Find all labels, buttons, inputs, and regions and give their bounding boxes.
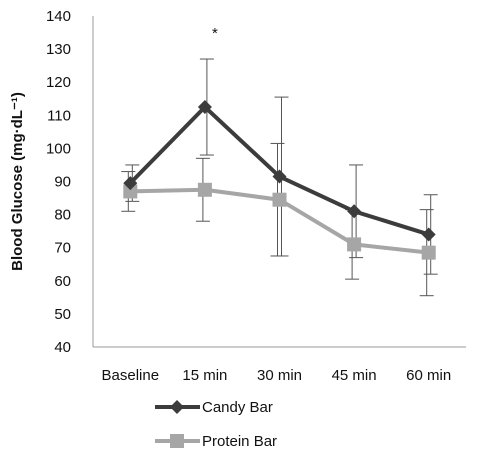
x-tick-label: 15 min bbox=[182, 367, 227, 384]
data-point bbox=[272, 192, 287, 207]
data-point bbox=[347, 237, 362, 252]
x-tick-label: 45 min bbox=[332, 367, 377, 384]
y-tick-labels: 40 50 60 70 80 90 100 110 120 130 140 bbox=[46, 8, 71, 356]
x-tick-label: 60 min bbox=[406, 367, 451, 384]
data-point bbox=[123, 176, 138, 191]
y-tick-label: 60 bbox=[54, 273, 71, 290]
y-tick-label: 110 bbox=[47, 107, 71, 124]
data-point bbox=[421, 245, 436, 260]
legend-marker bbox=[170, 434, 184, 448]
y-tick-label: 120 bbox=[46, 74, 71, 91]
y-tick-label: 130 bbox=[46, 41, 71, 58]
data-point bbox=[197, 182, 212, 197]
data-point bbox=[421, 227, 436, 242]
significance-marker: * bbox=[212, 25, 218, 42]
y-tick-label: 90 bbox=[54, 174, 71, 191]
legend-marker bbox=[170, 400, 184, 414]
data-point bbox=[272, 169, 287, 184]
y-tick-label: 40 bbox=[54, 339, 71, 356]
y-axis-label: Blood Glucose (mg·dL⁻¹) bbox=[9, 92, 26, 271]
y-tick-label: 80 bbox=[54, 207, 71, 224]
axes bbox=[92, 16, 466, 348]
data-point bbox=[347, 204, 362, 219]
x-tick-labels: Baseline 15 min 30 min 45 min 60 min bbox=[102, 367, 452, 384]
y-tick-label: 70 bbox=[54, 240, 71, 257]
y-tick-label: 140 bbox=[46, 8, 71, 25]
data-point bbox=[123, 184, 138, 199]
y-tick-label: 50 bbox=[54, 306, 71, 323]
annotations: * bbox=[212, 25, 218, 42]
legend-label: Candy Bar bbox=[202, 399, 273, 416]
legend-label: Protein Bar bbox=[202, 433, 277, 450]
x-tick-label: 30 min bbox=[257, 367, 302, 384]
y-tick-label: 100 bbox=[46, 140, 71, 157]
series-markers bbox=[123, 100, 436, 260]
legend: Candy Bar Protein Bar bbox=[155, 399, 277, 450]
data-point bbox=[197, 100, 212, 115]
x-tick-label: Baseline bbox=[102, 367, 160, 384]
